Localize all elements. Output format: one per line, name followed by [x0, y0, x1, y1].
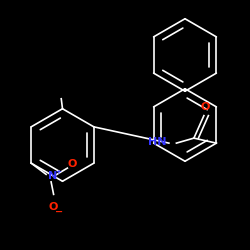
Text: +: + — [55, 169, 61, 175]
Text: −: − — [54, 207, 63, 217]
Text: N: N — [48, 170, 57, 180]
Text: O: O — [200, 102, 210, 112]
Text: HN: HN — [148, 138, 167, 147]
Text: O: O — [49, 202, 58, 212]
Text: O: O — [68, 160, 77, 170]
